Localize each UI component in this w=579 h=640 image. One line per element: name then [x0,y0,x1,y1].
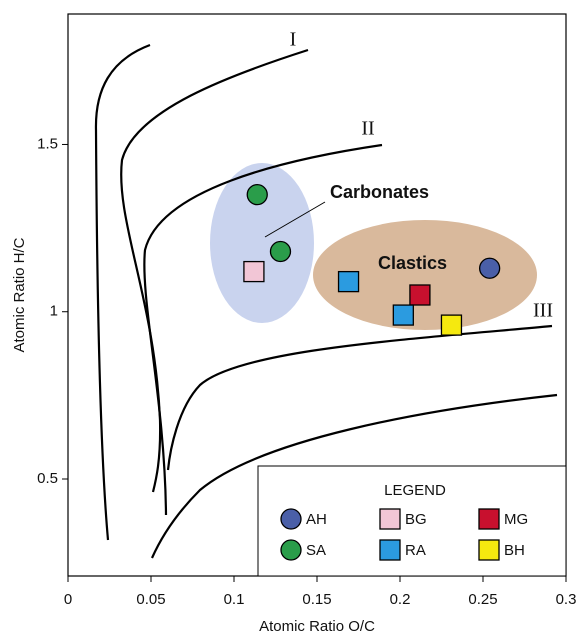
legend-marker [478,539,500,561]
curve-ii [143,143,383,516]
legend-marker [280,539,302,561]
legend-marker [280,508,302,530]
x-tick-label: 0.05 [136,591,165,608]
data-point [440,314,463,336]
legend-label: RA [405,542,426,559]
x-axis-label: Atomic Ratio O/C [259,618,375,635]
y-axis-label: Atomic Ratio H/C [11,237,28,352]
y-tick-label: 1 [50,303,58,320]
data-point [478,257,501,279]
curve-label: II [361,118,374,140]
curve-label: III [533,300,553,322]
x-tick-label: 0.2 [390,591,411,608]
carbonates-region [210,163,314,323]
data-point [246,183,268,206]
data-point [269,240,292,263]
x-tick-label: 0 [64,591,72,608]
legend-label: MG [504,511,528,528]
y-tick-label: 1.5 [37,135,58,152]
x-tick-label: 0.25 [468,591,497,608]
data-point [243,260,265,283]
data-point [392,304,414,326]
data-point [409,284,431,306]
curve-i [120,48,309,493]
x-tick-label: 0.15 [302,591,331,608]
boundary-curve [150,393,558,559]
legend-label: BG [405,511,427,528]
curve-iii [166,324,553,471]
y-tick-label: 0.5 [37,470,58,487]
legend-label: SA [306,542,326,559]
clastics-region [313,220,537,330]
x-tick-label: 0.1 [224,591,245,608]
legend-title: LEGEND [384,482,446,499]
legend-label: AH [306,511,327,528]
x-tick-label: 0.3 [556,591,577,608]
annotation: Carbonates [330,182,429,202]
legend-marker [478,508,500,530]
annotation: Clastics [378,253,447,273]
legend-label: BH [504,542,525,559]
data-point [337,270,360,293]
legend-box [257,465,567,577]
leader-line [264,201,326,238]
legend-marker [379,539,401,561]
curve-label: I [290,29,297,51]
legend-marker [379,508,401,530]
boundary-curve [94,43,151,541]
